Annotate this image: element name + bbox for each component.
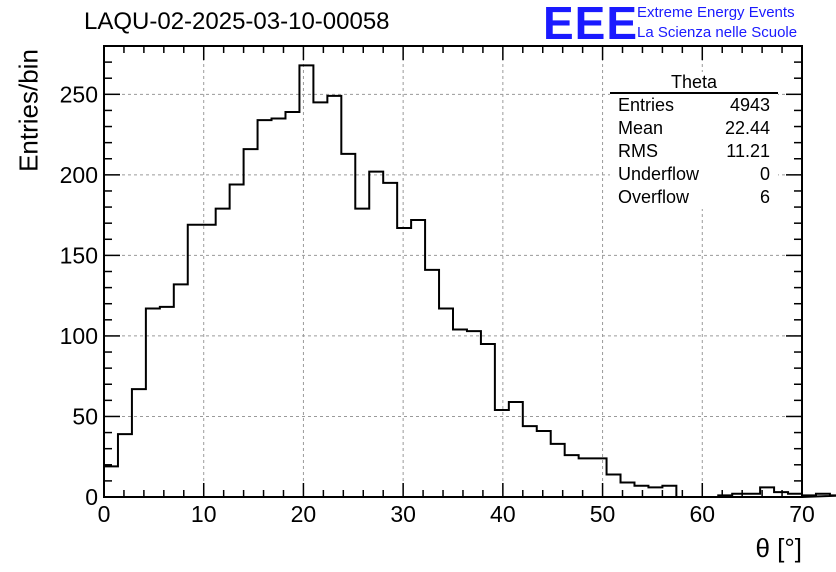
stats-row-label: Entries xyxy=(618,95,675,115)
y-tick-label: 250 xyxy=(60,81,98,107)
histogram-series-theta xyxy=(103,64,836,498)
x-tick-label: 60 xyxy=(689,501,715,527)
x-tick-label: 20 xyxy=(291,501,317,527)
y-axis-label: Entries/bin xyxy=(13,49,44,172)
y-tick-label: 100 xyxy=(60,323,98,349)
stats-row-value: 4943 xyxy=(729,95,770,115)
stats-row: Underflow 0 xyxy=(610,163,778,186)
x-tick-label: 10 xyxy=(191,501,217,527)
x-tick-label: 70 xyxy=(789,501,815,527)
x-tick-label: 0 xyxy=(98,501,111,527)
stats-row: Entries 4943 xyxy=(610,94,778,117)
stats-row-label: Overflow xyxy=(618,187,690,207)
x-tick-label: 30 xyxy=(390,501,416,527)
stats-row-value: 11.21 xyxy=(726,141,770,161)
x-tick-label: 40 xyxy=(490,501,516,527)
stats-row-value: 22.44 xyxy=(724,118,770,138)
stats-row: RMS 11.21 xyxy=(610,140,778,163)
axis-ticks xyxy=(103,45,803,498)
x-tick-label: 50 xyxy=(590,501,616,527)
stats-title: Theta xyxy=(610,72,778,94)
eee-logo: EEE xyxy=(543,0,639,49)
stats-row-label: Mean xyxy=(618,118,664,138)
y-tick-label: 50 xyxy=(72,403,98,429)
y-tick-label: 0 xyxy=(85,484,98,510)
stats-rows: Entries 4943 Mean 22.44 RMS 11.21 Underflow 0 Ov… xyxy=(610,94,778,209)
stats-row: Overflow 6 xyxy=(610,186,778,209)
stats-row-value: 0 xyxy=(759,164,770,184)
grid-lines xyxy=(104,46,802,497)
logo-line-1: Extreme Energy Events xyxy=(637,4,795,21)
stats-row-label: Underflow xyxy=(618,164,700,184)
x-axis-label: θ [°] xyxy=(755,533,802,563)
stats-box: Theta Entries 4943 Mean 22.44 RMS 11.21 Underf… xyxy=(610,72,778,209)
y-tick-label: 200 xyxy=(60,162,98,188)
y-tick-label: 150 xyxy=(60,242,98,268)
stats-row-label: RMS xyxy=(618,141,658,161)
stats-row: Mean 22.44 xyxy=(610,117,778,140)
stats-row-value: 6 xyxy=(759,187,770,207)
logo-line-2: La Scienza nelle Scuole xyxy=(637,24,798,41)
chart-title: LAQU-02-2025-03-10-00058 xyxy=(84,8,390,35)
